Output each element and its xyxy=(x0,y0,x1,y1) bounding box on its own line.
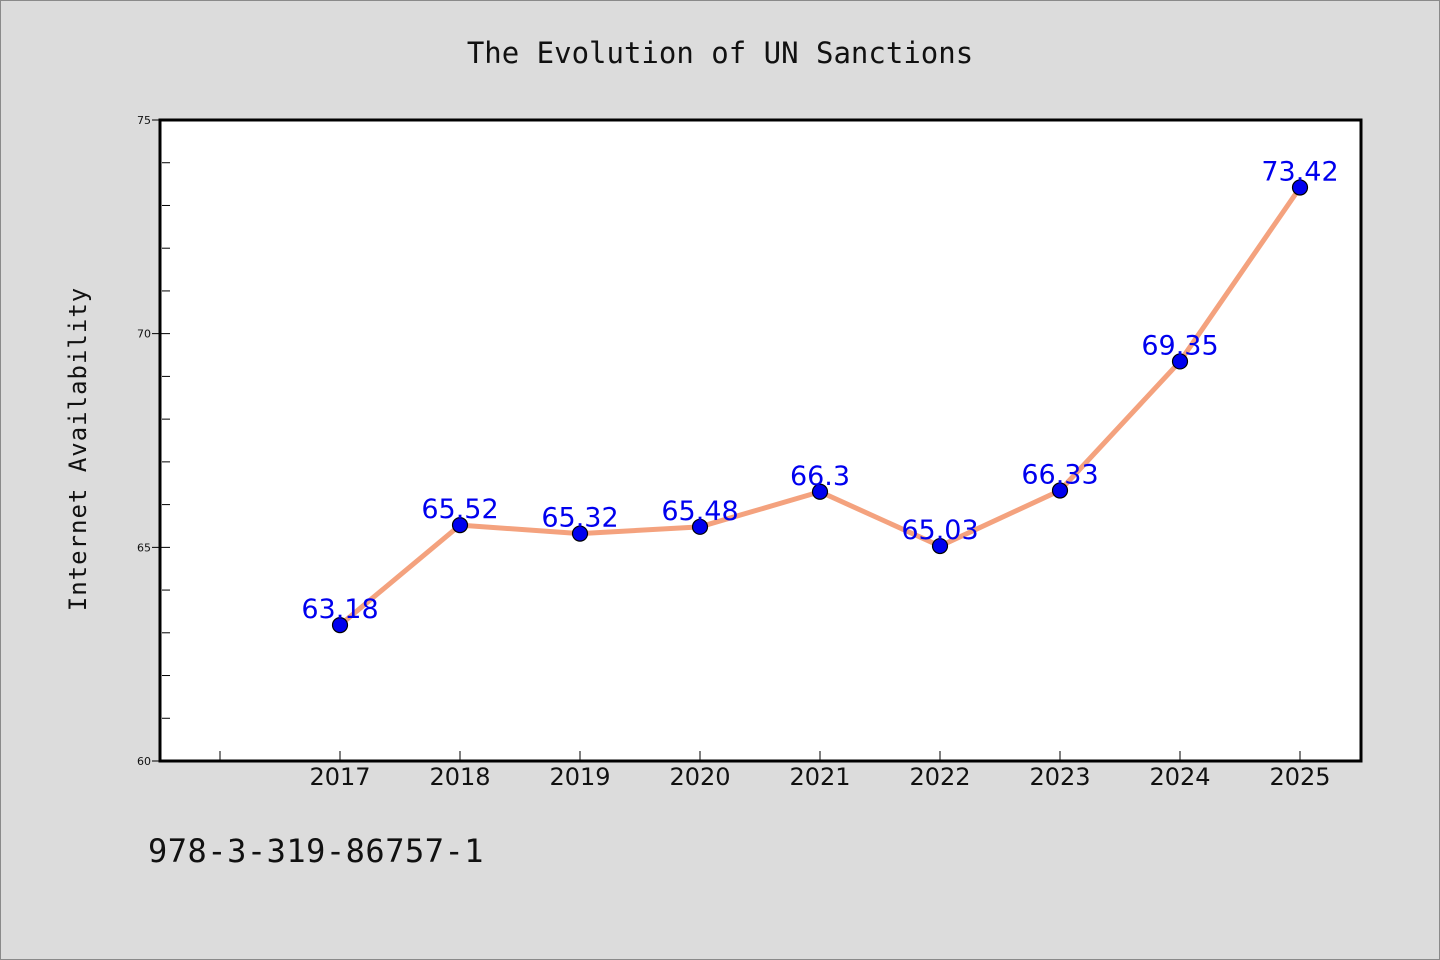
x-tick-label: 2017 xyxy=(309,763,370,791)
data-label: 66.3 xyxy=(790,461,850,492)
data-point xyxy=(1291,179,1309,196)
x-tick-label: 2024 xyxy=(1149,763,1210,791)
y-tick-label: 60 xyxy=(137,755,151,768)
data-point xyxy=(571,525,589,542)
y-axis-label: Internet Availability xyxy=(64,287,92,611)
data-label: 65.48 xyxy=(661,496,738,527)
data-point xyxy=(691,518,709,535)
data-label: 65.52 xyxy=(421,494,498,525)
footer-code: 978-3-319-86757-1 xyxy=(148,832,485,870)
x-tick-label: 2022 xyxy=(909,763,970,791)
data-label: 65.03 xyxy=(901,515,978,546)
data-label: 65.32 xyxy=(541,503,618,534)
x-tick-label: 2021 xyxy=(789,763,850,791)
x-axis-ticks: 2017 2018 2019 2020 2021 2022 2023 2024 2025 xyxy=(219,751,1331,791)
chart-title: The Evolution of UN Sanctions xyxy=(467,36,973,70)
data-label: 66.33 xyxy=(1021,459,1098,490)
y-tick-label: 75 xyxy=(137,114,151,127)
plot-area xyxy=(158,118,1363,763)
data-label: 63.18 xyxy=(301,594,378,625)
y-tick-label: 65 xyxy=(137,541,151,554)
data-point xyxy=(1171,353,1189,370)
data-point xyxy=(931,537,949,555)
data-point xyxy=(1051,482,1069,499)
data-label: 73.42 xyxy=(1261,157,1338,188)
y-axis-ticks: 60 65 70 75 xyxy=(137,114,170,768)
data-point xyxy=(451,517,469,534)
data-label: 69.35 xyxy=(1141,330,1218,361)
x-tick-label: 2018 xyxy=(429,763,490,791)
series-group: 63.18 65.52 65.32 65.48 66.3 65.03 66.33 69.35 7… xyxy=(301,157,1339,634)
x-tick-label: 2025 xyxy=(1269,763,1330,791)
x-tick-label: 2023 xyxy=(1029,763,1090,791)
data-point xyxy=(811,483,829,500)
x-tick-label: 2020 xyxy=(669,763,730,791)
data-point xyxy=(331,617,349,634)
x-tick-label: 2019 xyxy=(549,763,610,791)
y-tick-label: 70 xyxy=(137,328,151,341)
